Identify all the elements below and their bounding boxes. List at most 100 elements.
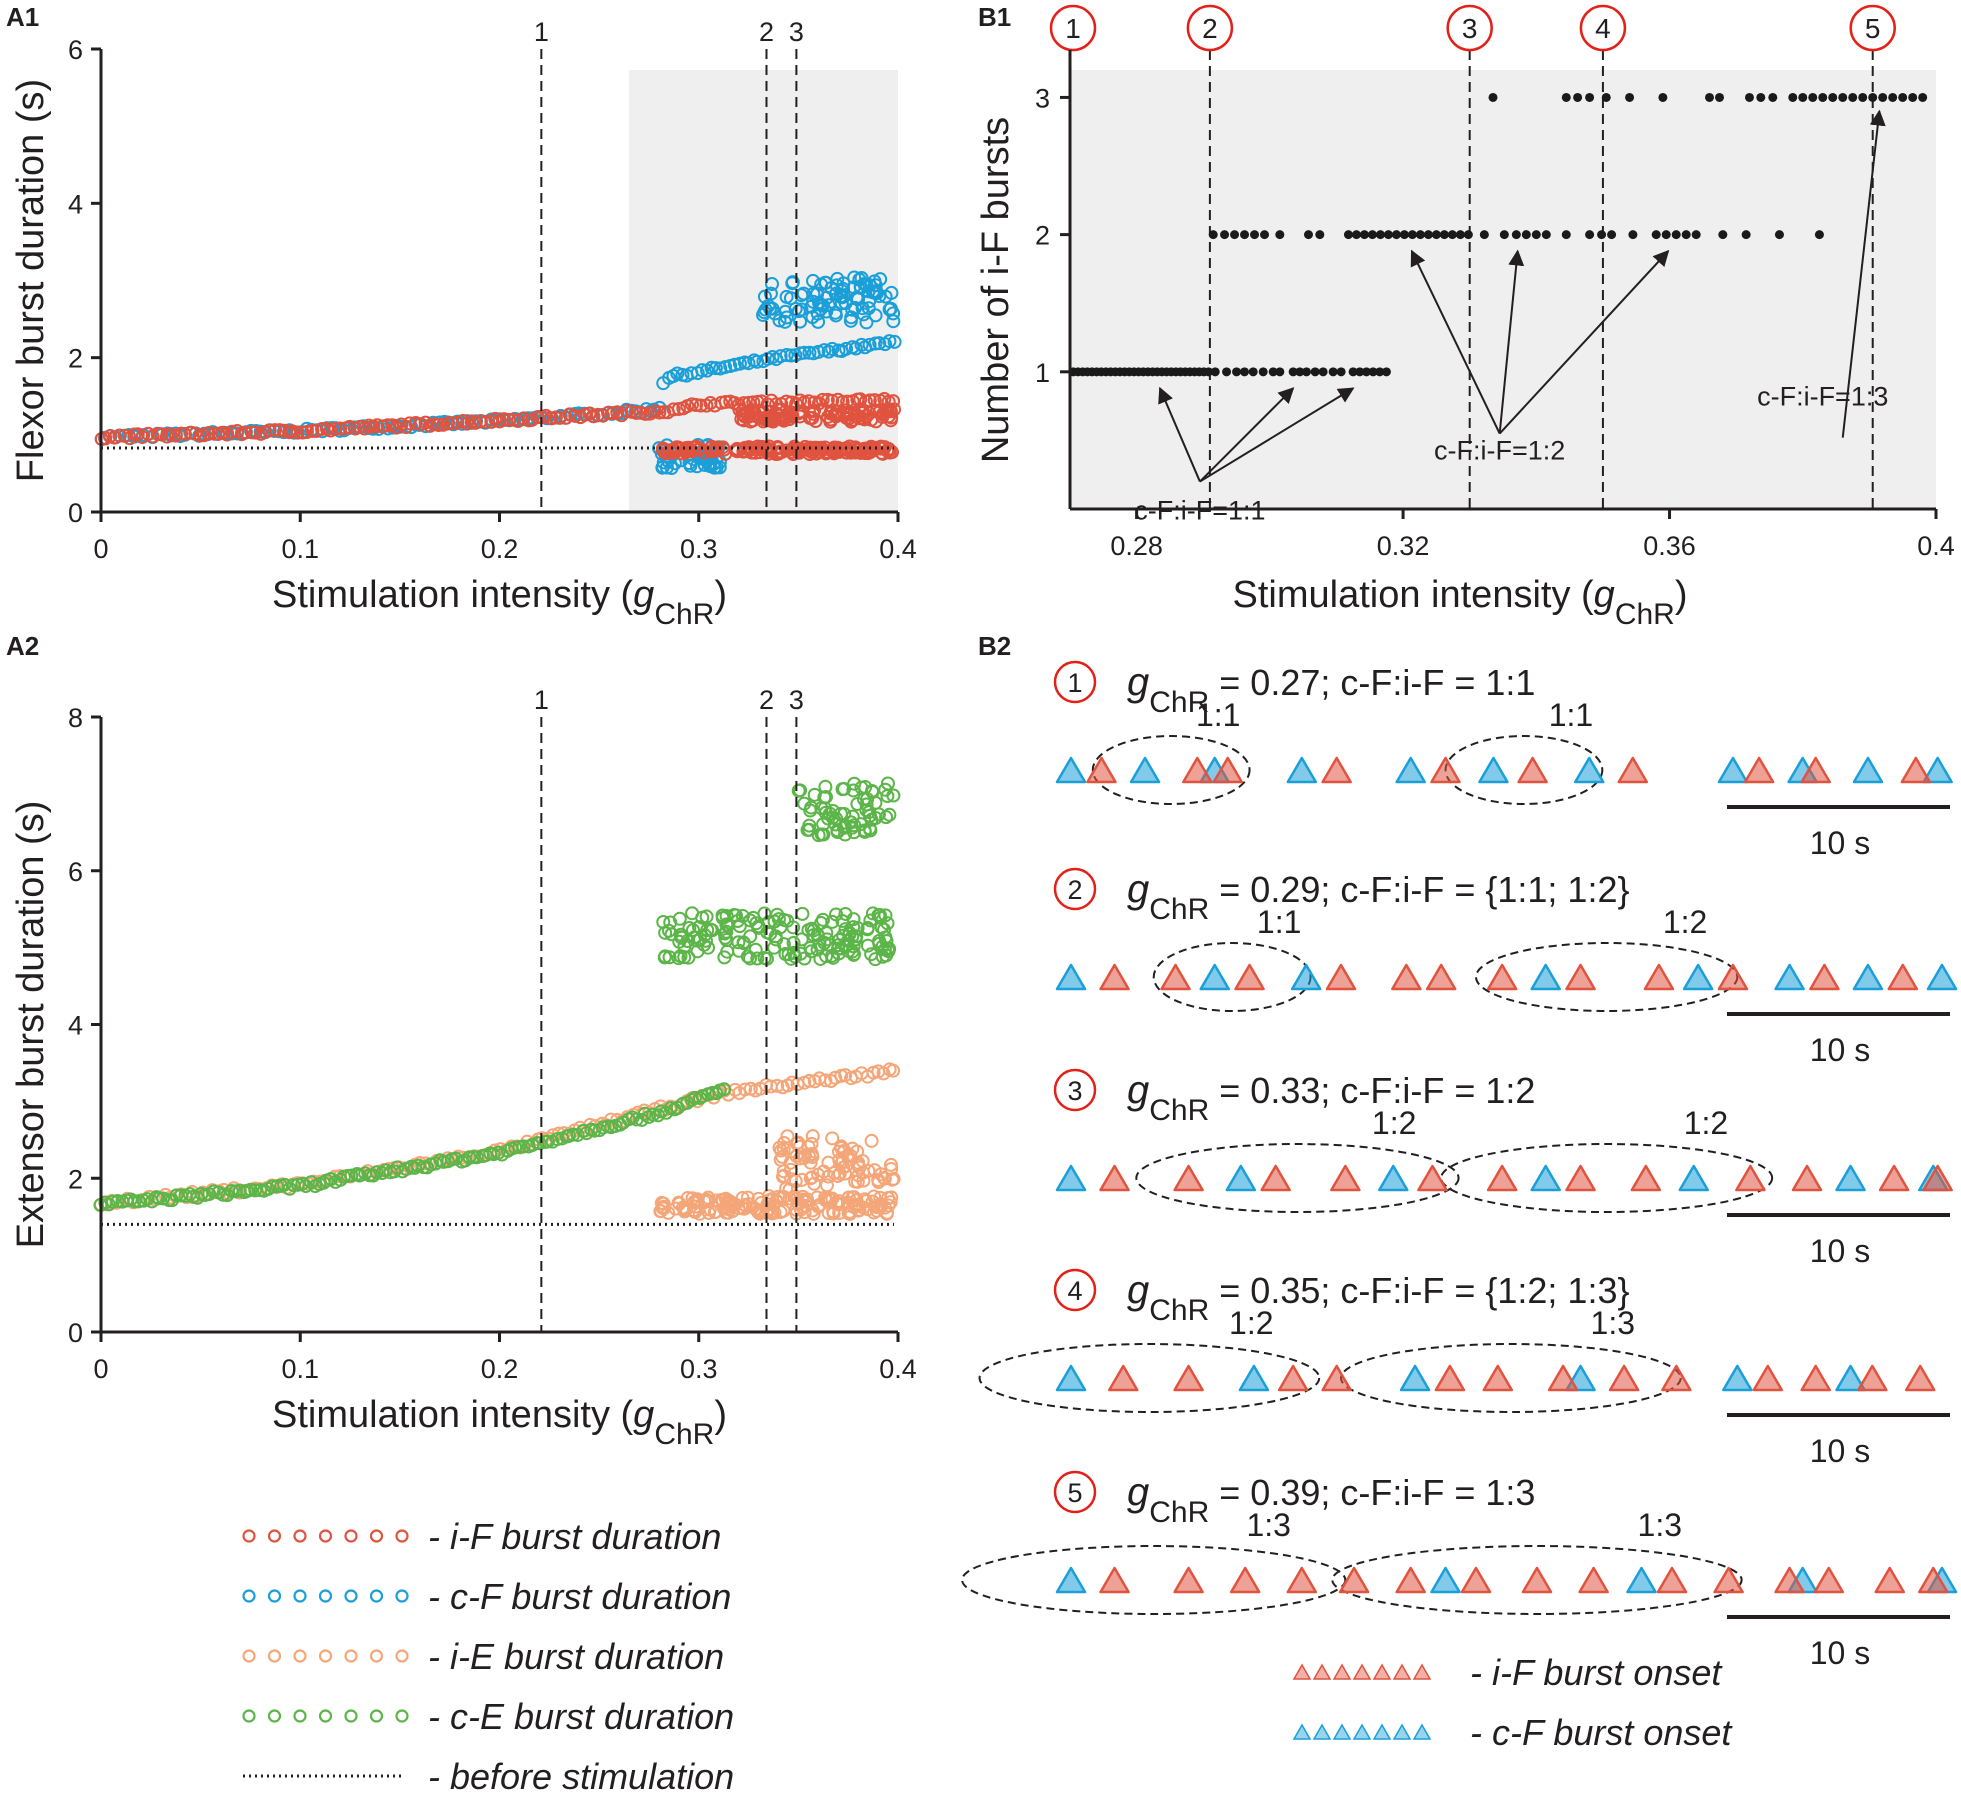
- data-point: [695, 363, 710, 378]
- data-point: [778, 304, 793, 319]
- data-point: [834, 296, 849, 311]
- c-f-onset-marker: [1926, 963, 1958, 991]
- data-point: [601, 405, 616, 420]
- data-point: [795, 906, 810, 921]
- data-point: [709, 1086, 724, 1101]
- legend-marker-circle: [344, 1529, 358, 1543]
- data-point: [802, 1149, 817, 1164]
- i-f-onset-marker: [1735, 1164, 1766, 1192]
- data-point: [1391, 230, 1401, 240]
- raster-scale-label: 10 s: [1810, 1635, 1870, 1671]
- i-f-onset-marker: [1460, 1566, 1492, 1594]
- data-point: [1908, 92, 1918, 102]
- i-f-onset-marker: [1321, 1364, 1352, 1392]
- data-point: [1788, 92, 1798, 102]
- data-point: [1315, 230, 1325, 240]
- i-f-onset-marker: [1565, 1164, 1596, 1192]
- i-f-onset-marker: [1608, 1364, 1640, 1392]
- chart-a2-vline-label-1: 1: [534, 685, 549, 715]
- legend-marker-triangle: [1292, 1663, 1312, 1680]
- data-point: [770, 440, 785, 455]
- data-point: [369, 1165, 384, 1180]
- data-point: [791, 1135, 806, 1150]
- data-point: [1368, 367, 1378, 377]
- data-point: [883, 301, 898, 316]
- data-point: [1818, 92, 1828, 102]
- c-f-onset-marker: [1852, 963, 1884, 991]
- legend-label: - c-F burst onset: [1470, 1712, 1733, 1753]
- data-point: [1768, 92, 1778, 102]
- raster-row-circled-label: 1: [1067, 668, 1082, 698]
- data-point: [806, 286, 821, 301]
- data-point: [806, 923, 821, 938]
- c-f-onset-marker: [1055, 1164, 1087, 1192]
- data-point: [672, 911, 687, 926]
- data-point: [1671, 230, 1681, 240]
- raster-ellipse-label: 1:2: [1229, 1305, 1273, 1341]
- data-point: [814, 827, 829, 842]
- legend-label: - i-E burst duration: [428, 1636, 724, 1677]
- data-point: [687, 1090, 702, 1105]
- data-point: [717, 950, 732, 965]
- data-point: [816, 1164, 831, 1179]
- legend-burst-duration: - i-F burst duration - c-F burst duration…: [242, 1516, 734, 1794]
- data-point: [826, 1204, 841, 1219]
- raster-row-g-sub: ChR: [1149, 1294, 1209, 1327]
- data-point: [805, 1129, 820, 1144]
- data-point: [761, 915, 776, 930]
- data-point: [1808, 92, 1818, 102]
- chart-a0-x-axis-label: Stimulation intensity (gChR): [272, 574, 727, 631]
- chart-a1-y-axis-label: Flexor burst duration (s): [10, 79, 52, 482]
- data-point: [730, 444, 745, 459]
- i-f-onset-marker: [1752, 1364, 1784, 1392]
- data-point: [783, 1155, 798, 1170]
- raster-row-circled-marker: [1053, 867, 1097, 911]
- data-point: [497, 412, 512, 427]
- data-point: [1220, 230, 1230, 240]
- legend-marker-triangle: [1372, 1663, 1392, 1680]
- chart-a1-vline-label-1: 1: [534, 17, 549, 47]
- raster-ellipse-label: 1:3: [1591, 1305, 1635, 1341]
- data-point: [746, 395, 761, 410]
- chart-b1-circled-label: 1: [1065, 13, 1081, 44]
- chart-b1-y-tick-label: 2: [1035, 221, 1050, 251]
- chart-b1-arrow: [1199, 387, 1295, 483]
- data-point: [1681, 230, 1691, 240]
- data-point: [268, 423, 283, 438]
- data-point: [785, 275, 800, 290]
- data-point: [1260, 230, 1270, 240]
- data-point: [765, 277, 780, 292]
- i-f-onset-marker: [1417, 1164, 1448, 1192]
- data-point: [1718, 230, 1728, 240]
- data-point: [646, 1107, 661, 1122]
- i-f-onset-marker: [1486, 963, 1518, 991]
- legend-marker-circle: [293, 1529, 307, 1543]
- chart-a1-vline-label-3: 3: [789, 17, 804, 47]
- legend-marker-circle: [242, 1529, 256, 1543]
- data-point: [717, 1082, 732, 1097]
- raster-row-g-var: g: [1127, 1068, 1149, 1112]
- legend-marker-triangle: [1412, 1723, 1432, 1740]
- data-point: [159, 429, 174, 444]
- data-point: [328, 421, 343, 436]
- data-point: [836, 289, 851, 304]
- raster-row-g-var: g: [1127, 1268, 1149, 1312]
- data-point: [825, 1131, 840, 1146]
- data-point: [811, 344, 826, 359]
- data-point: [1488, 92, 1498, 102]
- panel-label-a2: A2: [6, 631, 39, 661]
- data-point: [787, 1189, 802, 1204]
- i-f-onset-marker: [1434, 1364, 1466, 1392]
- c-f-onset-marker: [1129, 756, 1161, 784]
- data-point: [681, 950, 696, 965]
- data-point: [342, 419, 357, 434]
- data-point: [1814, 230, 1824, 240]
- data-point: [1798, 92, 1808, 102]
- i-f-onset-marker: [1099, 963, 1130, 991]
- i-f-onset-marker: [1108, 1364, 1139, 1392]
- raster-row-title: gChR = 0.27; c-F:i-F = 1:1: [1127, 660, 1535, 719]
- data-point: [1268, 367, 1278, 377]
- data-point: [1351, 230, 1361, 240]
- data-point: [1383, 230, 1393, 240]
- i-f-onset-marker: [1813, 1566, 1845, 1594]
